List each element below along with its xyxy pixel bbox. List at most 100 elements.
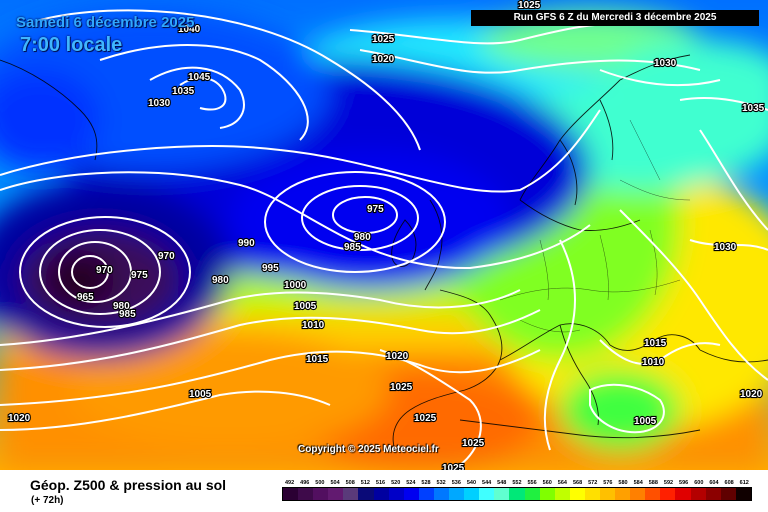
isobar-label: 975 (131, 270, 148, 281)
legend-swatch (660, 488, 676, 500)
isobar-label: 1020 (386, 351, 409, 362)
legend-swatch (599, 488, 616, 500)
legend-swatch (464, 488, 480, 500)
legend-swatch (630, 488, 646, 500)
isobar-label: 995 (262, 263, 279, 274)
copyright-notice: Copyright © 2025 Meteociel.fr (298, 444, 439, 455)
legend-swatch (388, 488, 404, 500)
isobar-label: 1030 (714, 242, 737, 253)
legend-value: 544 (482, 480, 492, 486)
legend-value: 508 (345, 480, 355, 486)
legend-labels: 492 496 500 504 508 512 516 520 524 528 532 536 540 5… (282, 480, 752, 487)
isobar-label: 1030 (148, 98, 171, 109)
legend-swatch (524, 488, 540, 500)
geopotential-field (0, 10, 768, 470)
legend-value: 568 (572, 480, 583, 486)
legend-value: 576 (603, 480, 613, 486)
legend-value: 524 (406, 480, 416, 486)
legend-value: 536 (451, 480, 461, 486)
legend-value: 604 (709, 480, 719, 486)
isobar-label: 1025 (390, 382, 413, 393)
legend-value: 552 (512, 480, 522, 486)
legend-value: 580 (618, 480, 628, 486)
legend-swatch (615, 488, 631, 500)
isobar-label: 1025 (462, 438, 485, 449)
isobar-label: 1025 (442, 463, 465, 470)
legend-value: 612 (739, 480, 749, 486)
legend-value: 504 (330, 480, 340, 486)
legend-value: 540 (466, 480, 477, 486)
isobar-label: 1035 (742, 103, 765, 114)
isobars (0, 9, 768, 466)
isobar-label: 980 (113, 301, 130, 312)
legend-value: 528 (421, 480, 431, 486)
legend-swatch (539, 488, 555, 500)
isobar-label: 1010 (642, 357, 665, 368)
legend-value: 500 (315, 480, 325, 486)
borders (499, 119, 691, 333)
isobar-label: 975 (367, 204, 384, 215)
coastlines (0, 54, 768, 451)
isobar-label: 1010 (302, 320, 325, 331)
legend-value: 588 (648, 480, 658, 486)
legend-swatch (645, 488, 661, 500)
legend-swatch (735, 488, 751, 500)
legend-swatch (403, 488, 419, 500)
legend-value: 532 (436, 480, 446, 486)
isobar-label: 990 (238, 238, 255, 249)
legend-swatch (675, 488, 691, 500)
legend-swatch (449, 488, 465, 500)
legend-swatch (358, 488, 374, 500)
legend-value: 600 (694, 480, 704, 486)
legend-swatch (494, 488, 510, 500)
isobar-label: 980 (354, 232, 371, 243)
legend-swatch (509, 488, 525, 500)
isobar-label: 970 (158, 251, 175, 262)
map-title: Géop. Z500 & pression au sol (30, 477, 227, 493)
isobar-label: 980 (212, 275, 229, 286)
legend-value: 496 (300, 480, 310, 486)
legend-swatch (720, 488, 736, 500)
forecast-date: Samedi 6 décembre 2025 (16, 14, 195, 31)
legend-value: 492 (284, 480, 295, 486)
legend-swatch (298, 488, 314, 500)
legend-swatch (433, 488, 450, 500)
legend-value: 512 (360, 480, 370, 486)
isobar-label: 1025 (518, 0, 541, 11)
footer: Géop. Z500 & pression au sol (+ 72h) 492… (0, 470, 768, 512)
isobar-label: 1045 (188, 72, 211, 83)
isobar-label: 1000 (284, 280, 307, 291)
isobar-label: 1015 (306, 354, 329, 365)
forecast-range: (+ 72h) (31, 495, 64, 506)
legend-value: 560 (542, 480, 552, 486)
isobar-label: 1020 (372, 54, 395, 65)
isobar-label: 1025 (414, 413, 437, 424)
isobar-label: 1025 (372, 34, 395, 45)
legend-swatch (690, 488, 706, 500)
legend-swatch (584, 488, 600, 500)
isobar-label: 970 (96, 265, 113, 276)
isobar-label: 1020 (8, 413, 31, 424)
legend-swatch (343, 488, 359, 500)
model-run-info: Run GFS 6 Z du Mercredi 3 décembre 2025 (471, 10, 759, 26)
legend-value: 516 (375, 480, 386, 486)
legend-swatch (569, 488, 585, 500)
legend-value: 592 (663, 480, 674, 486)
legend-swatch (554, 488, 570, 500)
isobar-label: 1020 (740, 389, 763, 400)
isobar-label: 1005 (294, 301, 317, 312)
legend-swatch (328, 488, 344, 500)
legend-value: 572 (588, 480, 598, 486)
isobar-labels: 1040 1045 1035 1030 1025 1025 1020 1030 … (7, 0, 766, 470)
legend-swatch (373, 488, 389, 500)
legend-swatch (313, 488, 329, 500)
legend-swatch (283, 488, 299, 500)
color-legend: 492 496 500 504 508 512 516 520 524 528 532 536 540 5… (282, 480, 752, 501)
legend-value: 520 (391, 480, 401, 486)
isobar-label: 1005 (634, 416, 657, 427)
legend-value: 584 (633, 480, 643, 486)
legend-swatch (705, 488, 721, 500)
isobar-label: 985 (119, 309, 136, 320)
weather-map: 1040 1045 1035 1030 1025 1025 1020 1030 … (0, 0, 768, 470)
isobar-label: 1030 (654, 58, 677, 69)
